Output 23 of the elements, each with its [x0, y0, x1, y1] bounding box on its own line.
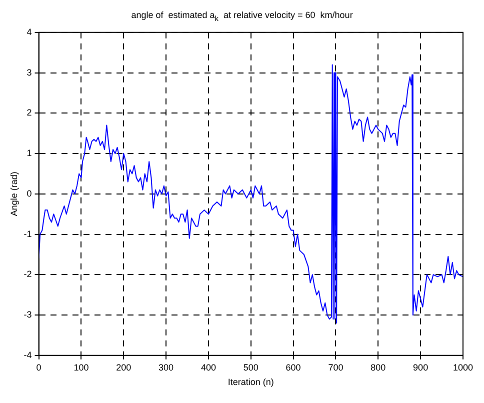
x-tick-label: 400: [200, 362, 216, 372]
x-tick-label: 300: [158, 362, 174, 372]
x-tick-label: 1000: [452, 362, 474, 372]
x-tick-label: 600: [286, 362, 301, 372]
x-tick-label: 100: [74, 362, 89, 372]
y-axis-title: Angle (rad): [8, 172, 19, 216]
y-tick-label: -2: [24, 269, 32, 280]
y-tick-label: 3: [26, 67, 32, 78]
y-tick-label: 4: [26, 26, 32, 37]
y-tick-label: 1: [26, 148, 32, 158]
y-tick-label: -4: [24, 350, 32, 360]
x-tick-label: 0: [36, 362, 42, 372]
y-tick-label: -3: [24, 310, 32, 320]
y-tick-label: -1: [24, 228, 32, 239]
x-axis-title: Iteration (n): [228, 377, 274, 388]
x-tick-label: 800: [370, 362, 386, 372]
x-tick-label: 700: [328, 362, 344, 372]
x-tick-label: 200: [116, 362, 132, 372]
x-tick-label: 500: [243, 362, 258, 372]
y-tick-label: 0: [26, 188, 32, 198]
chart-title: angle of estimated a$_{k}$ at relative velocity = 60 km/hour: [130, 9, 354, 24]
x-tick-label: 900: [413, 362, 428, 372]
y-tick-label: 2: [26, 108, 32, 118]
